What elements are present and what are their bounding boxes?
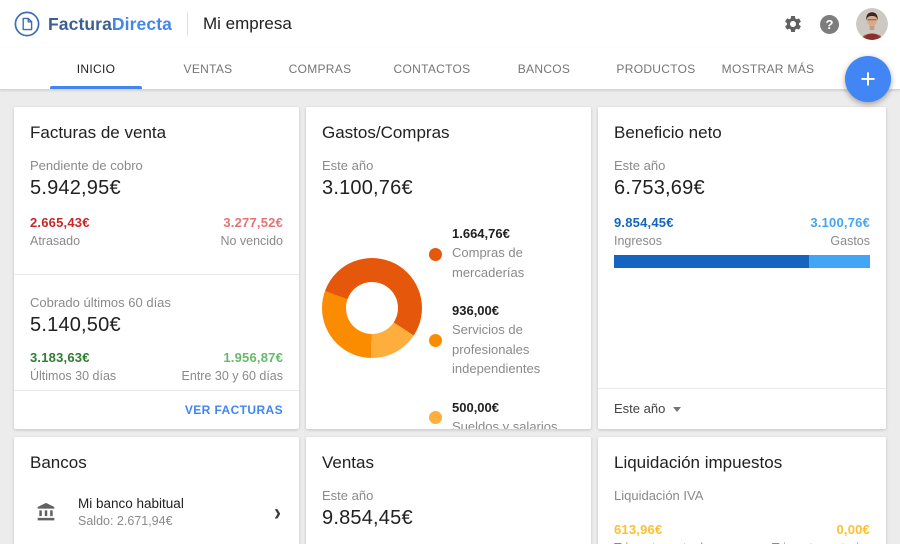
brand-logo[interactable]: FacturaDirecta [14, 11, 172, 37]
settings-button[interactable] [783, 14, 803, 34]
card-bancos: Bancos Mi banco habitual Saldo: 2.671,94… [14, 437, 299, 544]
company-name: Mi empresa [202, 14, 292, 33]
tab-inicio[interactable]: INICIO [40, 48, 152, 89]
legend-label: Sueldos y salarios [452, 418, 558, 430]
period-dropdown-label: Este año [614, 401, 666, 416]
ventas-total: 9.854,45€ [322, 507, 413, 529]
gastos-period-label: Este año [322, 158, 374, 173]
card-title: Liquidación impuestos [614, 453, 783, 472]
ventas-period-label: Este año [322, 488, 374, 503]
card-title: Ventas [322, 453, 374, 472]
dashboard: Facturas de venta Pendiente de cobro 5.9… [0, 90, 900, 544]
cobrado-label: Cobrado últimos 60 días [30, 295, 171, 310]
pendiente-total: 5.942,95€ [30, 177, 121, 199]
gastos-label: Gastos [830, 234, 870, 248]
card-title: Bancos [30, 453, 87, 472]
card-beneficio-neto: Beneficio neto Este año 6.753,69€ 9.854,… [598, 107, 886, 429]
card-liquidacion-impuestos: Liquidación impuestos Liquidación IVA 61… [598, 437, 886, 544]
ingresos-value: 9.854,45€ [614, 215, 674, 230]
no-vencido-value: 3.277,52€ [223, 215, 283, 230]
legend-dot-servicios [429, 334, 442, 348]
card-facturas-venta: Facturas de venta Pendiente de cobro 5.9… [14, 107, 299, 429]
entre-30-60-value: 1.956,87€ [223, 350, 283, 365]
card-title: Facturas de venta [30, 123, 167, 142]
beneficio-period-label: Este año [614, 158, 666, 173]
legend-dot-mercaderias [429, 247, 442, 261]
ultimos-30-label: Últimos 30 días [30, 369, 117, 383]
app-header: FacturaDirecta Mi empresa ? [0, 0, 900, 48]
atrasado-label: Atrasado [30, 234, 81, 248]
legend-value: 1.664,76€ [452, 226, 510, 241]
tab-ventas[interactable]: VENTAS [183, 61, 233, 76]
brand-name: FacturaDirecta [48, 13, 172, 34]
legend-dot-sueldos [429, 411, 442, 425]
trimestre-anterior-label: Trimestre anterior [772, 541, 870, 544]
bank-item-poco-habitual[interactable]: Mi banco poco habitual › [30, 539, 283, 544]
card-title: Gastos/Compras [322, 123, 450, 142]
bank-name: Mi banco habitual [78, 496, 184, 511]
legend-value: 936,00€ [452, 303, 499, 318]
main-nav: INICIO VENTAS COMPRAS CONTACTOS BANCOS P… [0, 48, 900, 102]
tab-contactos[interactable]: CONTACTOS [393, 61, 471, 76]
add-new-fab[interactable]: + [845, 56, 891, 102]
cobrado-total: 5.140,50€ [30, 314, 121, 336]
bank-list: Mi banco habitual Saldo: 2.671,94€ › Mi … [30, 485, 283, 544]
help-icon: ? [820, 14, 839, 34]
liquidacion-subtitle: Liquidación IVA [614, 488, 704, 503]
beneficio-period-dropdown[interactable]: Este año [614, 401, 682, 416]
legend-label: Compras de mercaderías [452, 245, 525, 280]
gastos-total: 3.100,76€ [322, 177, 413, 199]
card-ventas: Ventas Este año 9.854,45€ 10000 [306, 437, 591, 544]
donut-legend: 1.664,76€ Compras de mercaderías 936,00€… [429, 226, 575, 429]
beneficio-bar-gastos [808, 255, 870, 268]
legend-value: 500,00€ [452, 399, 499, 415]
trimestre-actual-label: Trimestre actual [614, 541, 703, 544]
legend-label: Servicios de profesionales independiente… [452, 322, 541, 376]
expenses-donut-chart [322, 258, 422, 358]
trimestre-anterior-value: 0,00€ [836, 522, 870, 537]
beneficio-bar [614, 255, 870, 268]
card-title: Beneficio neto [614, 123, 722, 142]
tab-bancos[interactable]: BANCOS [517, 61, 571, 76]
gear-icon [783, 14, 803, 34]
bank-balance: Saldo: 2.671,94€ [78, 514, 173, 528]
ultimos-30-value: 3.183,63€ [30, 350, 90, 365]
user-avatar[interactable] [856, 8, 888, 40]
bank-item-habitual[interactable]: Mi banco habitual Saldo: 2.671,94€ › [30, 485, 283, 539]
bank-icon [36, 502, 58, 522]
help-button[interactable]: ? [820, 14, 839, 34]
tab-mostrar-mas[interactable]: MOSTRAR MÁS [721, 61, 815, 76]
beneficio-total: 6.753,69€ [614, 177, 705, 199]
beneficio-bar-ingresos [614, 255, 809, 268]
header-divider [186, 12, 188, 36]
legend-item: 936,00€ Servicios de profesionales indep… [429, 303, 575, 379]
atrasado-value: 2.665,43€ [30, 215, 90, 230]
entre-30-60-label: Entre 30 y 60 días [181, 369, 283, 383]
card-divider [14, 274, 299, 275]
tab-compras[interactable]: COMPRAS [288, 61, 352, 76]
pendiente-label: Pendiente de cobro [30, 158, 143, 173]
tab-productos[interactable]: PRODUCTOS [616, 61, 696, 76]
ver-facturas-link[interactable]: VER FACTURAS [184, 403, 283, 417]
chevron-right-icon: › [274, 498, 281, 526]
card-gastos-compras: Gastos/Compras Este año 3.100,76€ 1.664,… [306, 107, 591, 429]
legend-item: 1.664,76€ Compras de mercaderías [429, 226, 575, 282]
gastos-value: 3.100,76€ [810, 215, 870, 230]
document-logo-icon [14, 11, 40, 37]
no-vencido-label: No vencido [220, 234, 283, 248]
ingresos-label: Ingresos [614, 234, 662, 248]
tab-bar: INICIO VENTAS COMPRAS CONTACTOS BANCOS P… [40, 48, 900, 89]
trimestre-actual-value: 613,96€ [614, 522, 663, 537]
chevron-down-icon [673, 407, 682, 412]
legend-item: 500,00€ Sueldos y salarios [429, 399, 575, 430]
